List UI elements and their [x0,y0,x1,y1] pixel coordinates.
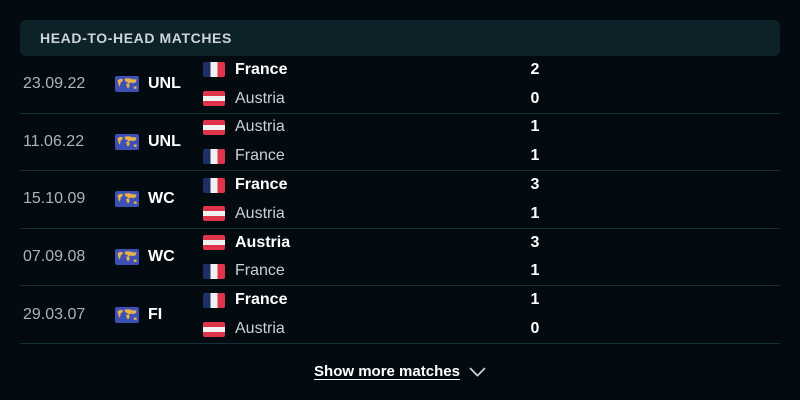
match-date: 23.09.22 [23,75,86,93]
competition-code: WC [148,248,175,266]
team-line-home: France 3 [203,171,780,200]
world-map-icon [115,306,139,323]
section-header: HEAD-TO-HEAD MATCHES [20,20,780,56]
competition-code: UNL [148,75,181,93]
team-line-away: France 1 [203,142,780,171]
team-line-away: Austria 0 [203,315,780,344]
teams: France 2 Austria 0 [203,56,780,114]
team-line-home: Austria 1 [203,113,780,142]
show-more-bar: Show more matches [20,344,780,399]
chevron-down-icon[interactable] [469,364,486,378]
team-score: 3 [530,233,540,251]
section-title: HEAD-TO-HEAD MATCHES [40,30,232,46]
team-name: France [235,176,288,194]
match-row[interactable]: 23.09.22 UNL France 2 [20,56,780,114]
team-score: 0 [530,89,540,107]
match-row[interactable]: 07.09.08 WC Austria 3 [20,229,780,287]
world-map-icon [115,191,139,208]
team-flag [203,119,225,135]
team-name: Austria [235,233,291,251]
match-date: 11.06.22 [23,132,85,150]
match-date: 07.09.08 [23,248,86,266]
team-line-home: France 2 [203,56,780,85]
team-line-away: France 1 [203,257,780,286]
team-name: Austria [235,89,285,107]
team-score: 0 [530,320,540,338]
team-line-home: Austria 3 [203,228,780,257]
team-flag [203,148,225,164]
competition: WC [115,248,203,266]
competition-code: FI [148,305,163,323]
team-flag [203,292,225,308]
team-name: France [235,291,288,309]
competition-code: WC [148,190,175,208]
match-row[interactable]: 15.10.09 WC France 3 [20,171,780,229]
competition: UNL [115,133,203,151]
teams: France 1 Austria 0 [203,286,780,344]
team-line-home: France 1 [203,286,780,315]
competition: WC [115,190,203,208]
teams: Austria 3 France 1 [203,228,780,286]
competition: UNL [115,75,203,93]
team-flag [203,177,225,193]
team-flag [203,235,225,251]
team-score: 1 [530,204,540,222]
team-flag [203,62,225,78]
team-score: 1 [530,118,540,136]
team-line-away: Austria 1 [203,199,780,228]
team-name: Austria [235,320,285,338]
team-name: France [235,60,288,78]
competition-code: UNL [148,132,181,150]
team-line-away: Austria 0 [203,84,780,113]
teams: Austria 1 France 1 [203,113,780,171]
team-score: 1 [530,262,540,280]
team-name: Austria [235,204,285,222]
match-row[interactable]: 11.06.22 UNL Austria 1 [20,114,780,172]
team-name: Austria [235,118,285,136]
world-map-icon [115,133,139,150]
team-name: France [235,262,285,280]
team-score: 1 [530,147,540,165]
match-row[interactable]: 29.03.07 FI France 1 [20,286,780,344]
team-score: 3 [530,176,540,194]
team-name: France [235,147,285,165]
show-more-button[interactable]: Show more matches [314,362,460,380]
match-list: 23.09.22 UNL France 2 [20,56,780,344]
world-map-icon [115,76,139,93]
match-date: 15.10.09 [23,190,86,208]
team-flag [203,91,225,107]
match-date: 29.03.07 [23,305,86,323]
world-map-icon [115,249,139,266]
competition: FI [115,306,203,324]
teams: France 3 Austria 1 [203,171,780,229]
team-flag [203,321,225,337]
team-score: 1 [530,291,540,309]
team-flag [203,206,225,222]
team-score: 2 [530,60,540,78]
team-flag [203,263,225,279]
